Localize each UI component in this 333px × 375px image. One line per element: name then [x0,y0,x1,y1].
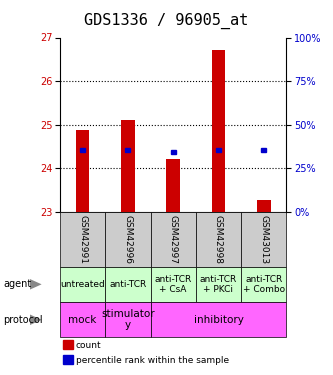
FancyBboxPatch shape [105,267,151,302]
FancyBboxPatch shape [60,212,105,267]
Text: GDS1336 / 96905_at: GDS1336 / 96905_at [84,12,249,29]
Text: anti-TCR
+ Combo: anti-TCR + Combo [243,275,285,294]
Bar [212,50,225,212]
Text: anti-TCR: anti-TCR [109,280,147,289]
Bar [80,148,85,152]
FancyBboxPatch shape [105,302,151,338]
FancyBboxPatch shape [241,212,286,267]
Text: GSM42997: GSM42997 [168,215,178,264]
FancyBboxPatch shape [151,212,196,267]
FancyBboxPatch shape [196,212,241,267]
Text: agent: agent [3,279,32,290]
Bar [126,148,130,152]
Text: anti-TCR
+ CsA: anti-TCR + CsA [155,275,192,294]
Text: protocol: protocol [3,315,43,325]
Bar [76,130,89,212]
Polygon shape [30,279,42,290]
Text: mock: mock [68,315,97,325]
Text: inhibitory: inhibitory [193,315,243,325]
Text: GSM43013: GSM43013 [259,215,268,264]
Bar [166,159,180,212]
FancyBboxPatch shape [60,267,105,302]
Bar [261,148,266,152]
Text: untreated: untreated [60,280,105,289]
Text: percentile rank within the sample: percentile rank within the sample [76,356,229,365]
Text: GSM42996: GSM42996 [123,215,133,264]
FancyBboxPatch shape [151,267,196,302]
FancyBboxPatch shape [60,302,105,338]
Text: count: count [76,341,102,350]
Text: stimulator
y: stimulator y [101,309,155,330]
FancyBboxPatch shape [105,212,151,267]
FancyBboxPatch shape [241,267,286,302]
Bar [216,148,221,152]
Text: GSM42991: GSM42991 [78,215,87,264]
FancyBboxPatch shape [151,302,286,338]
Bar [171,150,175,154]
Polygon shape [30,315,42,325]
FancyBboxPatch shape [196,267,241,302]
Bar [257,200,270,212]
Text: anti-TCR
+ PKCi: anti-TCR + PKCi [200,275,237,294]
Bar [121,120,135,212]
Text: GSM42998: GSM42998 [214,215,223,264]
